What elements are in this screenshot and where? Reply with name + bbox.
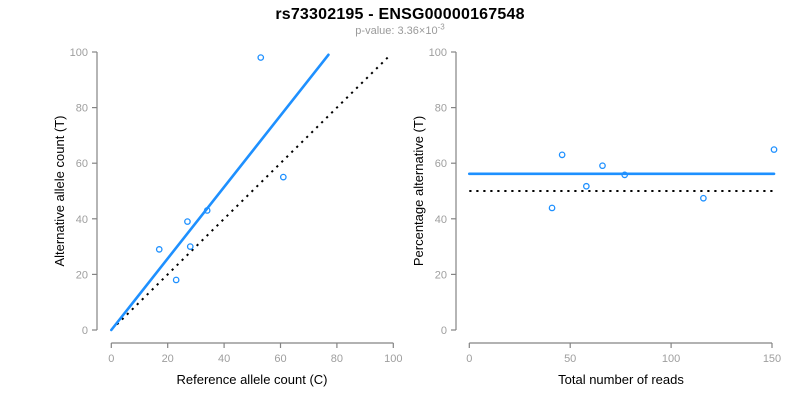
dotted-reference-line <box>116 56 389 326</box>
data-point <box>700 194 707 202</box>
y-tick-label: 0 <box>82 325 88 337</box>
data-point <box>186 243 194 250</box>
y-tick-label: 20 <box>76 269 88 281</box>
data-point <box>621 171 629 179</box>
y-tick-label: 100 <box>70 47 88 59</box>
x-tick-label: 60 <box>274 353 286 365</box>
right-scatter-panel: 0 20 40 60 80 100 0 50 100 150 Total number of re… <box>411 47 781 387</box>
x-tick-label: 100 <box>384 353 402 365</box>
y-tick-label: 60 <box>435 158 447 170</box>
y-tick-label: 80 <box>435 103 447 115</box>
y-tick-label: 80 <box>76 103 88 115</box>
x-tick-label: 0 <box>466 353 472 365</box>
y-tick-label: 60 <box>76 158 88 170</box>
y-tick-label: 40 <box>76 214 88 226</box>
y-tick-label: 0 <box>441 325 447 337</box>
x-tick-label: 80 <box>331 353 343 365</box>
left-panel-axes: 0 20 40 60 80 100 0 20 40 60 80 100 <box>70 47 403 365</box>
data-point <box>279 173 287 181</box>
data-point <box>558 151 566 159</box>
data-point <box>599 162 606 170</box>
left-y-axis-title: Alternative allele count (T) <box>52 115 67 266</box>
x-tick-label: 40 <box>218 353 230 365</box>
data-point <box>770 146 778 153</box>
figure-title: rs73302195 - ENSG00000167548 <box>275 6 525 23</box>
data-point <box>582 182 590 190</box>
x-tick-label: 100 <box>662 353 680 365</box>
left-scatter-panel: 0 20 40 60 80 100 0 20 40 60 80 100 Reference allel… <box>52 47 402 387</box>
data-point <box>172 276 180 284</box>
x-tick-label: 50 <box>564 353 576 365</box>
right-y-axis-title: Percentage alternative (T) <box>411 116 426 266</box>
p-value-exponent: -3 <box>437 22 445 32</box>
x-tick-label: 0 <box>108 353 114 365</box>
y-tick-label: 20 <box>435 269 447 281</box>
data-point <box>203 207 211 214</box>
data-point <box>257 54 265 61</box>
right-x-axis-title: Total number of reads <box>558 372 684 387</box>
p-value-text: p-value: 3.36×10 <box>355 25 438 37</box>
left-x-axis-title: Reference allele count (C) <box>176 372 327 387</box>
right-panel-marks <box>467 146 778 212</box>
y-tick-label: 100 <box>429 47 447 59</box>
data-point <box>184 218 191 225</box>
y-tick-label: 40 <box>435 214 447 226</box>
right-panel-axes: 0 20 40 60 80 100 0 50 100 150 <box>429 47 782 365</box>
x-tick-label: 150 <box>763 353 781 365</box>
data-point <box>548 204 556 212</box>
data-point <box>155 246 163 253</box>
left-panel-marks <box>110 53 389 332</box>
p-value-subtitle: p-value: 3.36×10-3 <box>0 22 800 37</box>
fit-line <box>110 53 330 332</box>
x-tick-label: 20 <box>162 353 174 365</box>
